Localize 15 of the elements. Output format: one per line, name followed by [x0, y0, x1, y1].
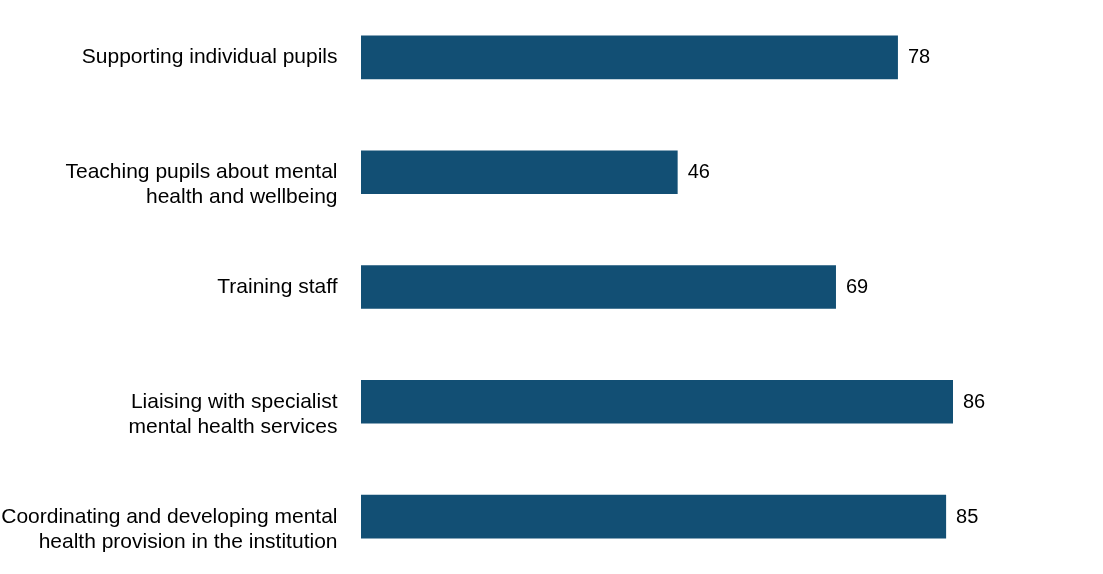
- y-tick-label: Liaising with specialist mental health services: [128, 388, 338, 437]
- bar: [361, 35, 898, 80]
- y-tick-label: Teaching pupils about mental health and wellbeing: [65, 159, 338, 208]
- y-tick-label: Coordinating and developing mental health provision in the institution: [1, 503, 338, 552]
- bar: [361, 379, 953, 424]
- bar: [361, 494, 947, 539]
- y-tick-label: Supporting individual pupils: [81, 44, 338, 68]
- bar: [361, 265, 836, 309]
- bar: [361, 150, 678, 195]
- data-label: 86: [963, 389, 986, 412]
- data-label: 69: [845, 275, 869, 297]
- data-label: 46: [687, 160, 710, 183]
- data-label: 78: [907, 45, 931, 68]
- data-label: 85: [956, 504, 979, 527]
- y-tick-label: Training staff: [217, 274, 338, 297]
